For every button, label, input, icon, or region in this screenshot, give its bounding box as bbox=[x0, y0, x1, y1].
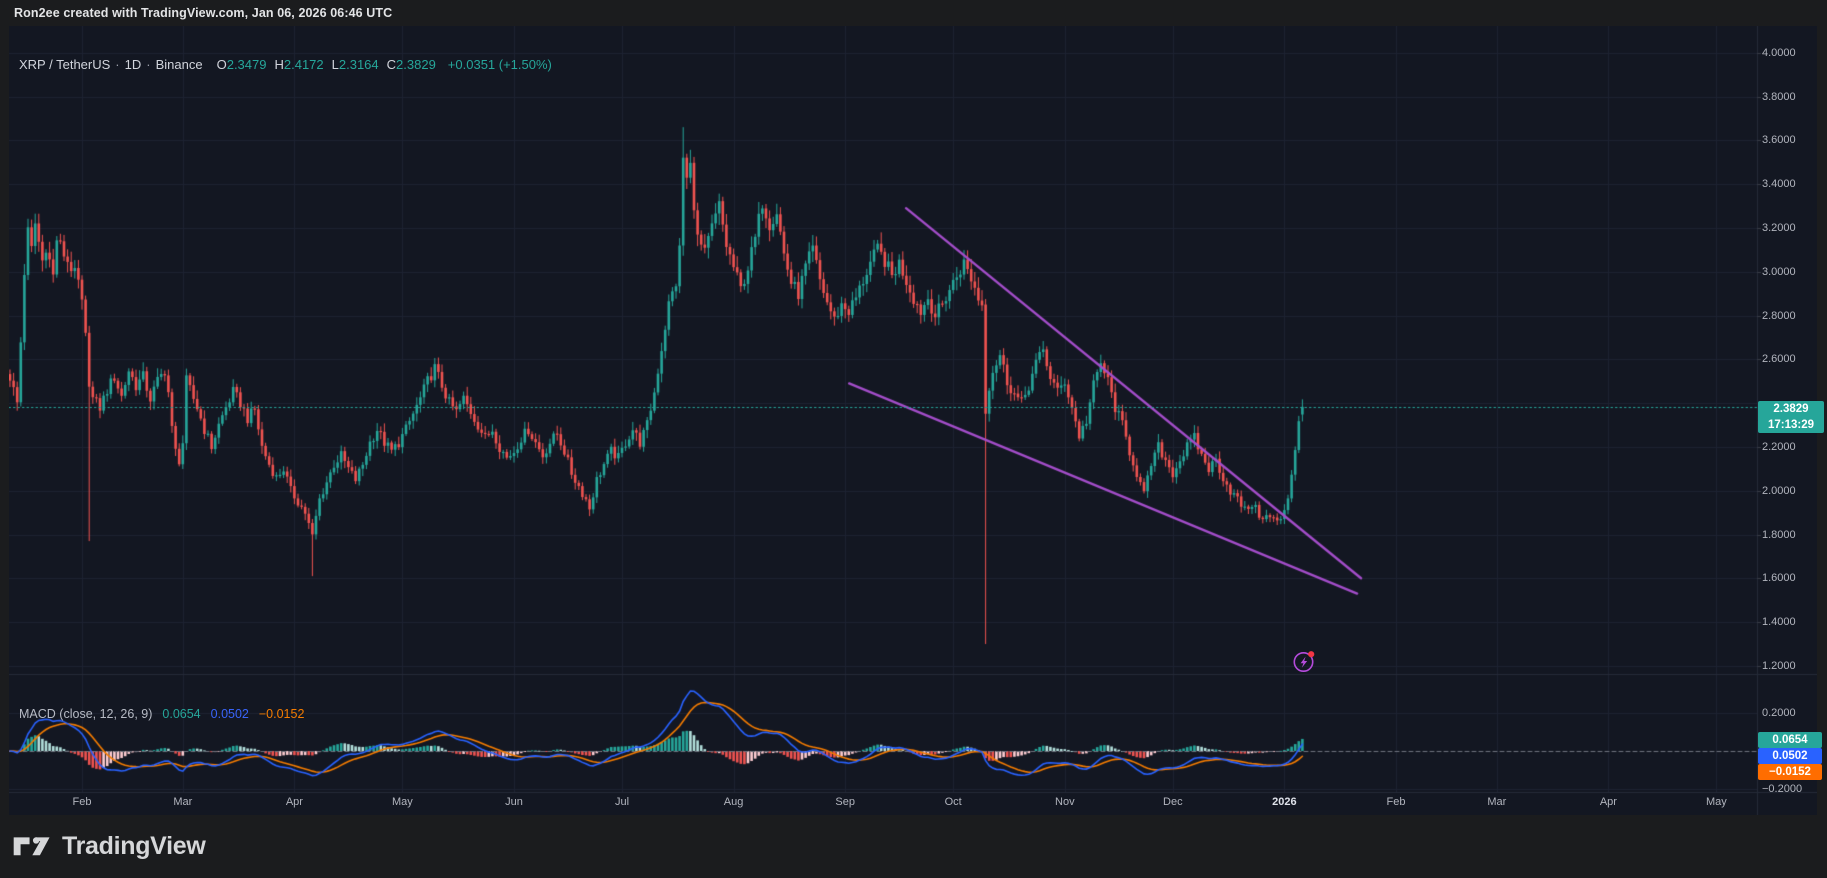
chart-widget[interactable]: XRP / TetherUS · 1D · Binance O2.3479 H2.… bbox=[9, 26, 1824, 815]
low-label: L bbox=[331, 56, 339, 72]
attribution-bar: Ron2ee created with TradingView.com, Jan… bbox=[0, 0, 1827, 26]
interval-label[interactable]: 1D bbox=[124, 56, 142, 72]
open-value: 2.3479 bbox=[226, 56, 267, 72]
macd-value-badge: 0.0654 bbox=[1758, 732, 1822, 748]
tradingview-logo-icon bbox=[13, 836, 50, 855]
exchange-label[interactable]: Binance bbox=[155, 56, 203, 72]
time-tick-label: Aug bbox=[723, 796, 744, 808]
open-label: O bbox=[216, 56, 227, 72]
last-price-value: 2.3829 bbox=[1773, 403, 1809, 415]
attribution-text: Ron2ee created with TradingView.com, Jan… bbox=[14, 6, 393, 20]
time-tick-label: Mar bbox=[173, 796, 193, 808]
time-tick-label: May bbox=[1706, 796, 1727, 808]
close-value: 2.3829 bbox=[396, 56, 436, 72]
time-tick-label: Apr bbox=[285, 796, 303, 808]
lightning-sticker-icon[interactable] bbox=[1291, 648, 1318, 675]
lightning-bolt-glyph bbox=[1300, 656, 1308, 668]
legend-separator: · bbox=[146, 56, 151, 72]
time-tick-label: Mar bbox=[1487, 796, 1507, 808]
tradingview-logo[interactable]: TradingView bbox=[13, 832, 206, 862]
macd-indicator-legend[interactable]: MACD (close, 12, 26, 9) 0.0654 0.0502 −0… bbox=[19, 706, 304, 722]
time-tick-label: Feb bbox=[72, 796, 92, 808]
legend-separator: · bbox=[115, 56, 120, 72]
price-chart-canvas[interactable] bbox=[9, 26, 1817, 815]
macd-histogram-value: 0.0654 bbox=[162, 707, 201, 721]
high-value: 2.4172 bbox=[283, 56, 324, 72]
macd-params: (close, 12, 26, 9) bbox=[59, 707, 153, 721]
time-tick-label: Jul bbox=[614, 796, 630, 808]
macd-value-badge: 0.0502 bbox=[1758, 748, 1822, 764]
time-tick-label: May bbox=[392, 796, 413, 808]
time-tick-label: Nov bbox=[1055, 796, 1075, 808]
macd-line-value: 0.0502 bbox=[210, 707, 249, 721]
bar-countdown: 17:13:29 bbox=[1767, 419, 1815, 431]
change-value: +0.0351 (+1.50%) bbox=[447, 56, 552, 72]
symbol-title[interactable]: XRP / TetherUS bbox=[19, 56, 111, 72]
high-label: H bbox=[274, 56, 284, 72]
macd-title: MACD bbox=[19, 707, 56, 721]
low-value: 2.3164 bbox=[338, 56, 379, 72]
tradingview-wordmark: TradingView bbox=[62, 832, 206, 860]
footer-bar: TradingView bbox=[0, 815, 1827, 878]
symbol-legend: XRP / TetherUS · 1D · Binance O2.3479 H2.… bbox=[19, 55, 552, 73]
close-label: C bbox=[386, 56, 397, 72]
macd-value-badge: −0.0152 bbox=[1758, 764, 1822, 780]
notification-dot bbox=[1308, 651, 1315, 658]
time-tick-label: 2026 bbox=[1272, 796, 1297, 808]
time-tick-label: Jun bbox=[505, 796, 523, 808]
time-tick-label: Apr bbox=[1599, 796, 1617, 808]
time-tick-label: Oct bbox=[944, 796, 962, 808]
ohlc-readout: O2.3479 H2.4172 L2.3164 C2.3829 +0.0351 (+1.… bbox=[217, 57, 552, 72]
time-tick-label: Feb bbox=[1386, 796, 1406, 808]
last-price-badge: 2.3829 17:13:29 bbox=[1758, 401, 1824, 433]
time-tick-label: Dec bbox=[1163, 796, 1183, 808]
macd-signal-value: −0.0152 bbox=[258, 707, 305, 721]
time-tick-label: Sep bbox=[835, 796, 855, 808]
